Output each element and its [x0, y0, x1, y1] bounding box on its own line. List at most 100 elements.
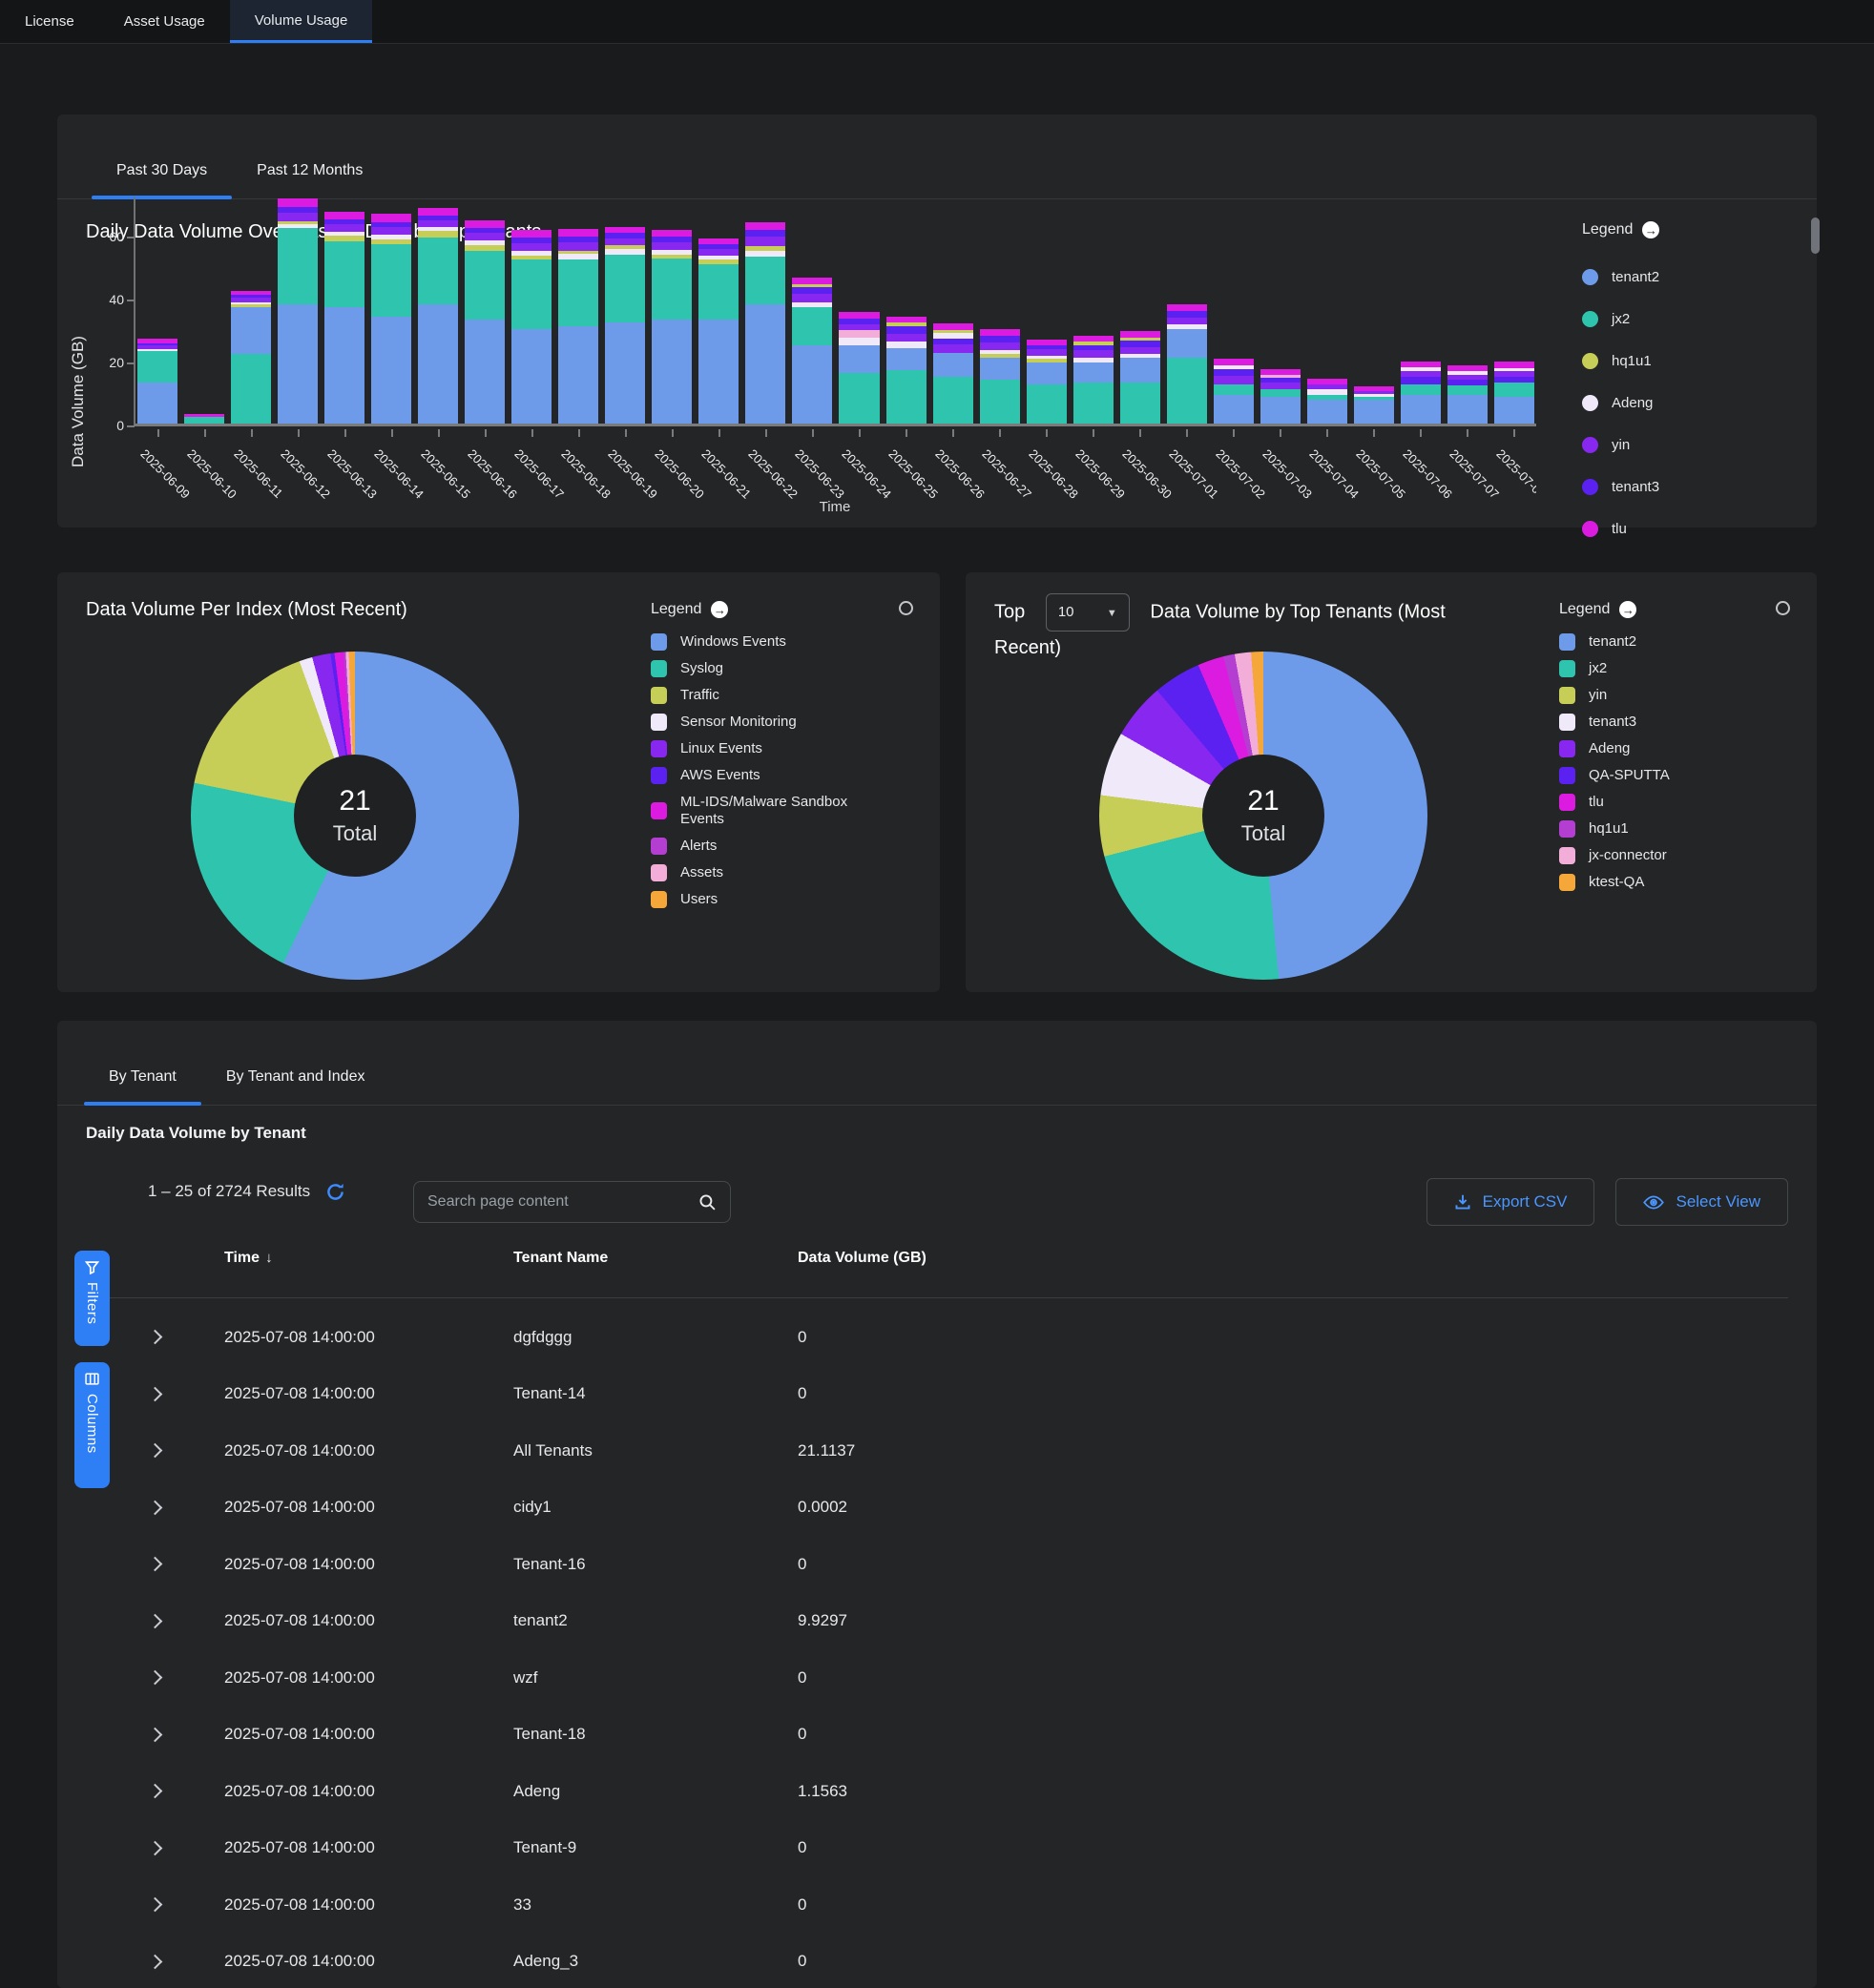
bar-segment-tenant2 [465, 320, 506, 424]
legend-item-tenant3[interactable]: tenant3 [1582, 466, 1801, 507]
legend-item-tenant2[interactable]: tenant2 [1582, 256, 1801, 298]
bar-2025-07-02 [1213, 359, 1254, 424]
column-header-tenant-name[interactable]: Tenant Name [513, 1250, 798, 1267]
expand-chevron-icon[interactable] [147, 1954, 163, 1970]
legend-expand-icon[interactable] [1619, 601, 1637, 618]
legend-label: jx-connector [1589, 847, 1667, 863]
bar-segment-tlu [979, 329, 1020, 337]
legend-scrollbar[interactable] [1811, 217, 1820, 254]
bar-segment-tlu [184, 414, 225, 417]
tab-past-12-months[interactable]: Past 12 Months [257, 162, 364, 178]
top-tab-volume-usage[interactable]: Volume Usage [229, 0, 373, 43]
bar-2025-07-05 [1353, 386, 1394, 424]
search-input[interactable] [427, 1193, 698, 1211]
legend-item-assets[interactable]: Assets [651, 864, 908, 881]
search-icon[interactable] [698, 1193, 717, 1211]
bar-segment-tlu [1260, 368, 1301, 375]
bar-segment-jx2 [278, 228, 319, 304]
legend-item-ktest-qa[interactable]: ktest-QA [1559, 874, 1817, 891]
y-tick-20: 20 [109, 355, 124, 370]
legend-item-jx-connector[interactable]: jx-connector [1559, 847, 1817, 864]
pie1-legend: Legend Windows Events Syslog Traffic Sensor… [651, 601, 908, 918]
x-tick-mark [905, 429, 907, 437]
expand-chevron-icon[interactable] [147, 1556, 163, 1572]
bar-segment-tlu [792, 277, 833, 284]
legend-expand-icon[interactable] [711, 601, 729, 618]
x-tick-mark [764, 429, 767, 437]
bar-segment-jx2 [698, 264, 739, 321]
legend-item-sensor-monitoring[interactable]: Sensor Monitoring [651, 714, 908, 731]
bar-segment-adeng [745, 250, 786, 258]
legend-expand-icon[interactable] [1642, 221, 1660, 238]
bar-segment-hq1u1 [792, 283, 833, 288]
x-tick-label: 2025-06-09 [136, 446, 193, 502]
legend-swatch [1582, 436, 1598, 453]
refresh-icon[interactable] [325, 1181, 346, 1202]
x-tick-label: 2025-06-11 [230, 446, 285, 501]
expand-chevron-icon[interactable] [147, 1727, 163, 1743]
legend-item-hq1u1[interactable]: hq1u1 [1559, 820, 1817, 838]
legend-item-users[interactable]: Users [651, 891, 908, 908]
time-range-tabs: Past 30 Days Past 12 Months [57, 114, 1817, 199]
cell-time: 2025-07-08 14:00:00 [224, 1327, 375, 1346]
expand-chevron-icon[interactable] [147, 1613, 163, 1629]
top-n-select[interactable]: 10 [1045, 593, 1130, 632]
legend-item-tlu[interactable]: tlu [1582, 507, 1801, 538]
columns-button[interactable]: Columns [74, 1362, 110, 1488]
bar-segment-hq1u1 [465, 245, 506, 251]
expand-chevron-icon[interactable] [147, 1669, 163, 1686]
x-tick-label: 2025-06-17 [510, 446, 567, 502]
legend-item-adeng[interactable]: Adeng [1582, 382, 1801, 424]
legend-label: tlu [1612, 520, 1627, 537]
daily-volume-panel: Past 30 Days Past 12 Months Daily Data Vo… [57, 114, 1820, 537]
legend-item-ml-ids-malware-sandbox-events[interactable]: ML-IDS/Malware Sandbox Events [651, 794, 908, 828]
volume-table-panel: By Tenant By Tenant and Index Daily Data … [57, 1021, 1817, 1988]
column-header-time[interactable]: Time [224, 1250, 513, 1267]
filters-button[interactable]: Filters [74, 1251, 110, 1346]
legend-item-syslog[interactable]: Syslog [651, 660, 908, 677]
expand-chevron-icon[interactable] [147, 1840, 163, 1856]
tab-by-tenant[interactable]: By Tenant [84, 1068, 201, 1106]
legend-item-tlu[interactable]: tlu [1559, 794, 1817, 811]
expand-chevron-icon[interactable] [147, 1329, 163, 1345]
legend-item-hq1u1[interactable]: hq1u1 [1582, 340, 1801, 382]
legend-item-qa-sputta[interactable]: QA-SPUTTA [1559, 767, 1817, 784]
cell-data-volume: 0 [798, 1327, 807, 1346]
legend-item-linux-events[interactable]: Linux Events [651, 740, 908, 757]
select-view-button[interactable]: Select View [1615, 1178, 1788, 1226]
tab-past-30-days[interactable]: Past 30 Days [92, 162, 233, 199]
top-tab-license[interactable]: License [25, 13, 74, 30]
expand-chevron-icon[interactable] [147, 1500, 163, 1516]
export-csv-button[interactable]: Export CSV [1426, 1178, 1595, 1226]
expand-chevron-icon[interactable] [147, 1896, 163, 1913]
expand-chevron-icon[interactable] [147, 1386, 163, 1402]
legend-item-jx2[interactable]: jx2 [1582, 298, 1801, 340]
bar-segment-tlu [1306, 378, 1347, 384]
legend-item-windows-events[interactable]: Windows Events [651, 633, 908, 651]
legend-item-traffic[interactable]: Traffic [651, 687, 908, 704]
header-spacer [181, 1250, 224, 1267]
legend-item-yin[interactable]: yin [1559, 687, 1817, 704]
bar-segment-tlu [1400, 362, 1441, 368]
top-tab-asset-usage[interactable]: Asset Usage [123, 13, 205, 30]
x-tick-label: 2025-06-26 [931, 446, 988, 502]
bar-segment-hq1u1 [932, 330, 973, 334]
bar-segment-jx2 [839, 373, 880, 424]
legend-item-aws-events[interactable]: AWS Events [651, 767, 908, 784]
expand-chevron-icon[interactable] [147, 1783, 163, 1799]
header-divider [86, 1297, 1788, 1298]
legend-item-yin[interactable]: yin [1582, 424, 1801, 466]
expand-chevron-icon[interactable] [147, 1442, 163, 1459]
tab-by-tenant-and-index[interactable]: By Tenant and Index [225, 1068, 365, 1085]
bar-segment-jx2 [1166, 357, 1207, 424]
column-header-data-volume-gb-[interactable]: Data Volume (GB) [798, 1250, 1817, 1267]
legend-item-alerts[interactable]: Alerts [651, 838, 908, 855]
cell-data-volume: 0 [798, 1384, 807, 1403]
bar-segment-adeng [1213, 364, 1254, 369]
bar-segment-hq1u1 [885, 322, 927, 326]
bar-segment-tenant3 [698, 244, 739, 249]
legend-item-tenant2[interactable]: tenant2 [1559, 633, 1817, 651]
legend-item-jx2[interactable]: jx2 [1559, 660, 1817, 677]
legend-item-adeng[interactable]: Adeng [1559, 740, 1817, 757]
legend-item-tenant3[interactable]: tenant3 [1559, 714, 1817, 731]
